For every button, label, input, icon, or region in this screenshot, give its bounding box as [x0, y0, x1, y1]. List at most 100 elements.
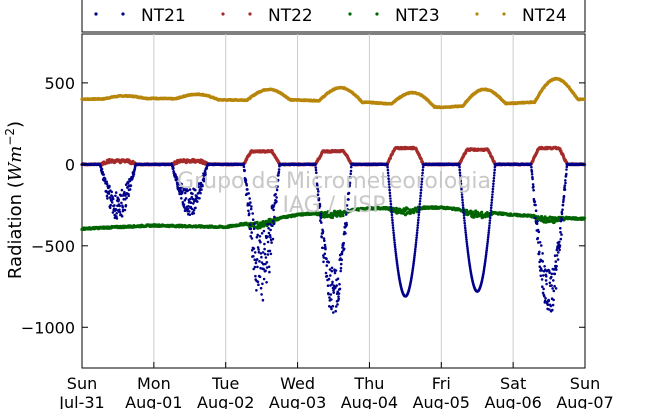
- point: [118, 210, 122, 214]
- point: [542, 287, 545, 291]
- point: [392, 229, 395, 232]
- point: [464, 235, 468, 239]
- point: [337, 297, 341, 301]
- point: [341, 244, 345, 247]
- point: [265, 261, 269, 264]
- point: [324, 247, 327, 251]
- point: [390, 213, 394, 217]
- point: [273, 215, 276, 219]
- point: [132, 172, 136, 176]
- point: [188, 213, 192, 216]
- point: [330, 298, 333, 301]
- point: [248, 197, 251, 200]
- point: [192, 209, 196, 212]
- point: [336, 277, 340, 281]
- point: [556, 258, 560, 261]
- point: [480, 210, 484, 214]
- point: [329, 274, 332, 277]
- point: [261, 251, 265, 254]
- point: [564, 179, 567, 182]
- point: [182, 203, 186, 206]
- point: [458, 163, 461, 166]
- point: [320, 235, 324, 239]
- point: [541, 260, 545, 263]
- point: [582, 97, 587, 101]
- point: [416, 221, 420, 224]
- point: [558, 248, 561, 252]
- point: [545, 282, 548, 286]
- point: [492, 179, 496, 183]
- point: [530, 170, 534, 173]
- point: [388, 194, 392, 197]
- point: [530, 173, 534, 176]
- point: [458, 165, 461, 169]
- point: [557, 251, 560, 254]
- point: [262, 229, 266, 233]
- point: [253, 222, 256, 226]
- point: [255, 220, 259, 224]
- point: [261, 298, 265, 302]
- point: [259, 286, 263, 290]
- point: [488, 224, 491, 227]
- point: [250, 205, 253, 208]
- point: [545, 275, 548, 278]
- point: [534, 203, 537, 207]
- point: [247, 212, 251, 215]
- point: [415, 233, 419, 237]
- point: [391, 224, 395, 227]
- point: [261, 282, 264, 286]
- point: [493, 165, 497, 169]
- point: [125, 196, 128, 200]
- point: [551, 287, 554, 290]
- point: [248, 223, 252, 226]
- point: [405, 207, 409, 211]
- point: [129, 184, 133, 187]
- point: [242, 165, 246, 168]
- point: [490, 198, 494, 202]
- point: [538, 250, 541, 254]
- point: [461, 201, 465, 204]
- point: [533, 200, 537, 203]
- point: [327, 292, 330, 296]
- point: [389, 205, 393, 209]
- point: [121, 205, 124, 209]
- point: [488, 216, 492, 220]
- point: [265, 281, 268, 284]
- point: [490, 203, 493, 207]
- point: [565, 172, 568, 176]
- point: [325, 257, 328, 261]
- point: [552, 298, 555, 302]
- point: [487, 231, 491, 234]
- point: [561, 218, 564, 221]
- point: [196, 200, 199, 203]
- point: [417, 213, 421, 217]
- point: [389, 202, 393, 206]
- point: [531, 177, 534, 181]
- point: [540, 278, 544, 281]
- point: [256, 233, 260, 237]
- point: [272, 208, 275, 212]
- point: [461, 198, 464, 202]
- point: [340, 258, 344, 262]
- point: [247, 209, 250, 213]
- point: [123, 208, 127, 212]
- point: [492, 176, 496, 180]
- point: [563, 188, 567, 191]
- point: [393, 243, 397, 246]
- point: [335, 284, 339, 287]
- point: [127, 194, 130, 197]
- point: [254, 261, 258, 265]
- point: [463, 224, 467, 227]
- point: [489, 214, 492, 217]
- point: [260, 255, 263, 259]
- point: [460, 195, 464, 199]
- point: [339, 262, 343, 266]
- point: [259, 240, 262, 244]
- point: [253, 251, 257, 254]
- point: [462, 214, 466, 217]
- point: [107, 192, 111, 195]
- point: [323, 252, 327, 256]
- point: [111, 197, 115, 201]
- point: [464, 231, 468, 234]
- point: [103, 177, 107, 181]
